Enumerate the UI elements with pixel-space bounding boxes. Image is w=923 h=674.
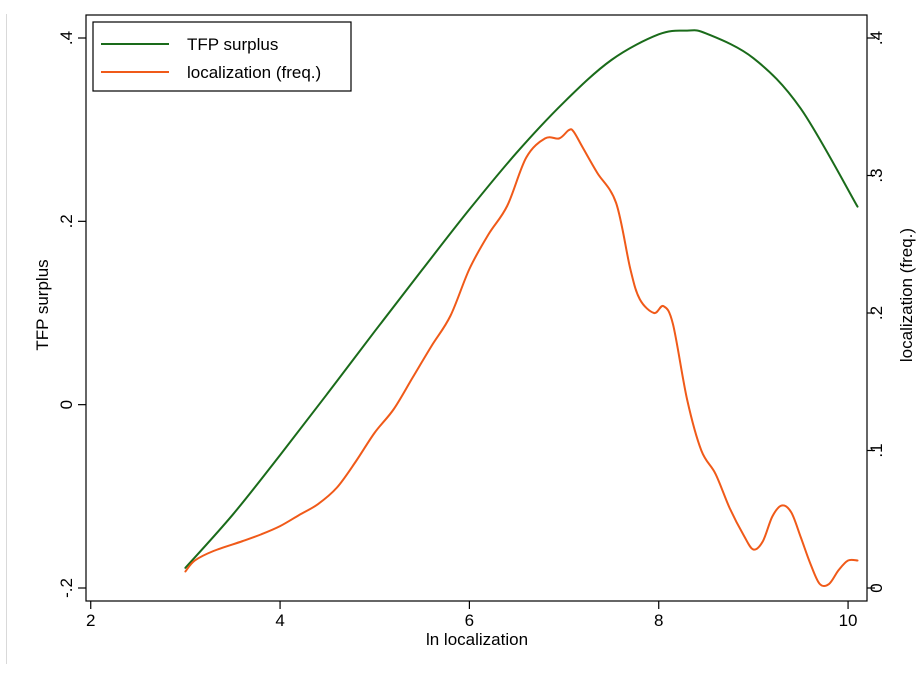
x-axis-ticks: 2 4 6 8 10	[86, 601, 858, 630]
x-tick-label: 6	[465, 611, 474, 630]
right-y-axis-title: localization (freq.)	[897, 228, 916, 362]
series-line-localization	[184, 128, 859, 588]
left-y-tick-label: .4	[57, 31, 76, 45]
right-y-tick-label: .4	[867, 31, 886, 45]
left-y-tick-label: .2	[57, 214, 76, 228]
right-y-tick-label: .3	[867, 168, 886, 182]
right-y-tick-label: .1	[867, 443, 886, 457]
series-layer	[184, 29, 859, 588]
x-axis-title: ln localization	[426, 630, 528, 649]
x-tick-label: 2	[86, 611, 95, 630]
right-y-tick-label: 0	[867, 583, 886, 592]
left-y-tick-label: 0	[57, 400, 76, 409]
left-y-axis-title: TFP surplus	[33, 259, 52, 350]
x-tick-label: 8	[654, 611, 663, 630]
plot-frame	[85, 14, 868, 602]
page-left-rule	[6, 14, 7, 664]
legend-box	[92, 21, 352, 92]
legend-label-localization: localization (freq.)	[187, 63, 321, 82]
x-tick-label: 10	[839, 611, 858, 630]
x-tick-label: 4	[275, 611, 284, 630]
left-y-axis-ticks: -.2 0 .2 .4	[57, 31, 86, 598]
legend: TFP surplus localization (freq.)	[92, 21, 352, 92]
right-y-tick-label: .2	[867, 306, 886, 320]
legend-label-tfp-surplus: TFP surplus	[187, 35, 278, 54]
series-line-tfp-surplus	[184, 29, 859, 569]
right-y-axis-ticks: 0 .1 .2 .3 .4	[867, 31, 886, 593]
left-y-tick-label: -.2	[57, 578, 76, 598]
